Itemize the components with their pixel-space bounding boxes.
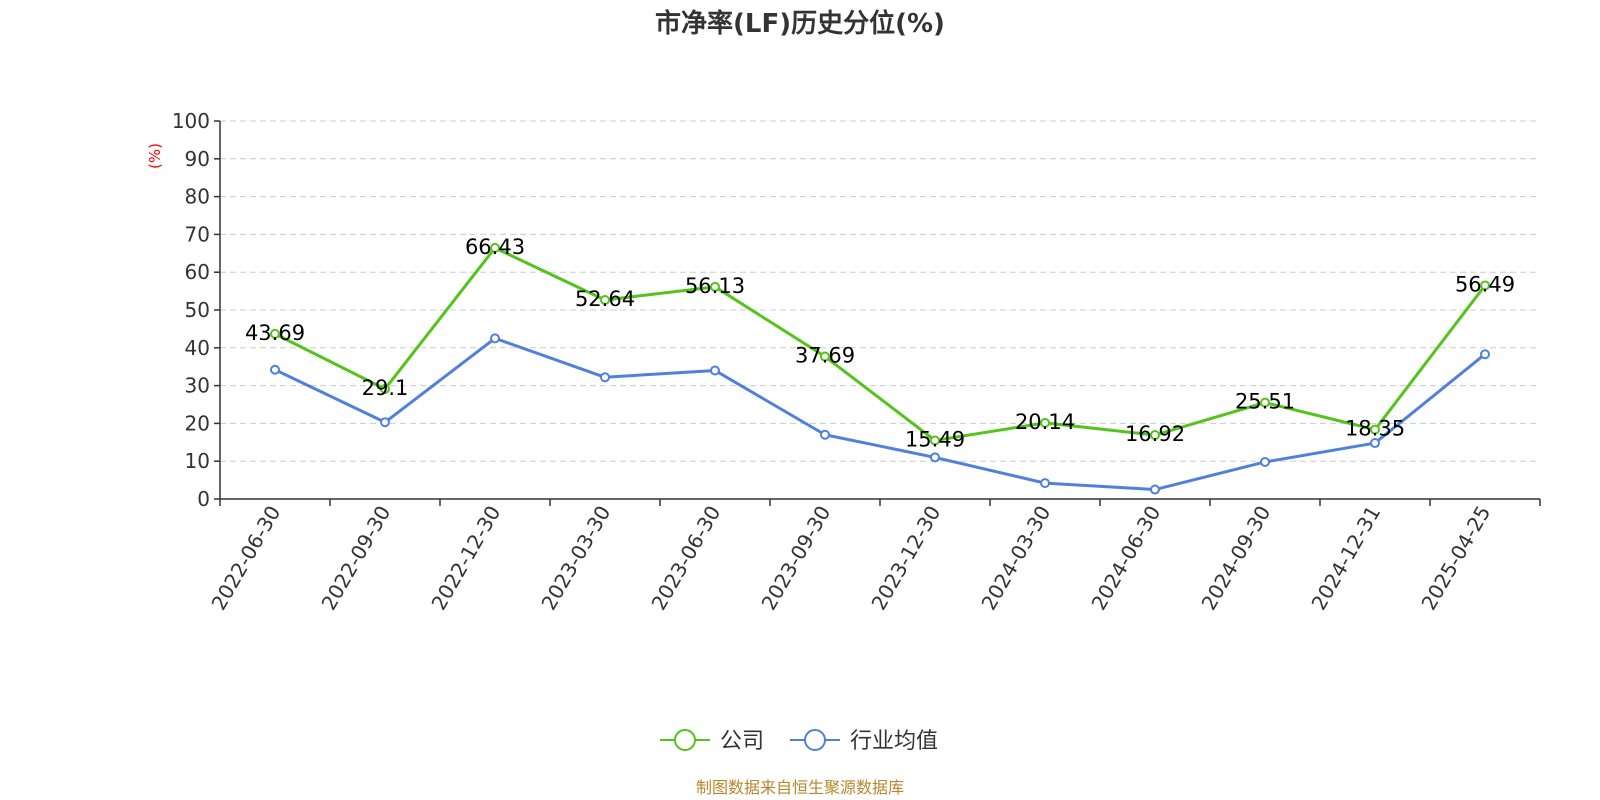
x-tick-label: 2022-12-30 — [426, 502, 505, 615]
data-point-0[interactable] — [1150, 430, 1160, 441]
series-line-1 — [274, 336, 1486, 492]
x-tick-label: 2024-06-30 — [1086, 502, 1165, 615]
x-tick-label: 2024-12-31 — [1306, 502, 1385, 615]
data-label: 15.49 — [905, 427, 965, 451]
y-tick-label: 60 — [185, 260, 210, 284]
data-label: 20.14 — [1015, 410, 1075, 434]
data-point-1[interactable] — [600, 372, 610, 383]
data-label: 16.92 — [1125, 422, 1185, 446]
y-tick-label: 100 — [172, 109, 210, 133]
legend-marker-icon — [674, 729, 696, 751]
data-point-1[interactable] — [1480, 349, 1490, 360]
data-point-1[interactable] — [380, 417, 390, 428]
data-point-0[interactable] — [930, 435, 940, 446]
grid-lines — [220, 120, 1540, 462]
data-label: 66.43 — [465, 235, 525, 259]
x-tick-label: 2024-03-30 — [976, 502, 1055, 615]
data-point-0[interactable] — [1260, 397, 1270, 408]
data-label: 56.13 — [685, 274, 745, 298]
axes: 0 10 20 30 40 50 60 70 80 90 100 2022-06-30 2022-09-… — [172, 109, 1541, 615]
data-label: 18.35 — [1345, 417, 1405, 441]
data-point-1[interactable] — [930, 452, 940, 463]
data-label: 43.69 — [245, 321, 305, 345]
x-tick-label: 2023-12-30 — [866, 502, 945, 615]
y-tick-label: 50 — [185, 298, 210, 322]
data-point-0[interactable] — [270, 328, 280, 339]
x-tick-label: 2022-09-30 — [316, 502, 395, 615]
y-tick-label: 0 — [197, 487, 210, 511]
data-label: 25.51 — [1235, 390, 1295, 414]
y-tick-label: 30 — [185, 374, 210, 398]
series-layer — [270, 242, 1490, 495]
y-tick-label: 90 — [185, 147, 210, 171]
y-tick-label: 20 — [185, 411, 210, 435]
legend-label-company: 公司 — [720, 729, 764, 754]
y-tick-label: 40 — [185, 336, 210, 360]
data-label: 52.64 — [575, 287, 635, 311]
data-point-0[interactable] — [710, 281, 720, 292]
data-point-0[interactable] — [820, 351, 830, 362]
data-point-1[interactable] — [1150, 484, 1160, 495]
x-tick-label: 2022-06-30 — [206, 502, 285, 615]
x-tick-label: 2023-09-30 — [756, 502, 835, 615]
source-note: 制图数据来自恒生聚源数据库 — [696, 778, 904, 797]
legend-marker-icon — [804, 729, 826, 751]
x-tick-label: 2023-03-30 — [536, 502, 615, 615]
y-tick-label: 10 — [185, 449, 210, 473]
data-label: 29.1 — [362, 376, 409, 400]
chart-title: 市净率(LF)历史分位(%) — [655, 8, 945, 39]
data-point-0[interactable] — [1040, 417, 1050, 428]
x-tick-label: 2023-06-30 — [646, 502, 725, 615]
data-point-0[interactable] — [490, 242, 500, 253]
data-label: 37.69 — [795, 344, 855, 368]
data-point-1[interactable] — [710, 365, 720, 376]
data-point-0[interactable] — [1480, 280, 1490, 291]
data-label: 56.49 — [1455, 272, 1515, 296]
data-point-1[interactable] — [820, 429, 830, 440]
data-point-0[interactable] — [380, 384, 390, 395]
data-point-0[interactable] — [1370, 424, 1380, 435]
y-tick-label: 70 — [185, 222, 210, 246]
data-point-1[interactable] — [1370, 438, 1380, 449]
data-point-1[interactable] — [270, 364, 280, 375]
y-axis-label: (%) — [146, 143, 164, 169]
data-point-1[interactable] — [1260, 456, 1270, 467]
series-line-0 — [274, 246, 1487, 442]
legend-item-industry-average[interactable]: 行业均值 — [790, 729, 938, 754]
x-tick-label: 2024-09-30 — [1196, 502, 1275, 615]
legend-item-company[interactable]: 公司 — [660, 729, 764, 754]
data-point-0[interactable] — [600, 295, 610, 306]
data-point-1[interactable] — [490, 333, 500, 344]
legend: 公司 行业均值 — [660, 729, 938, 754]
legend-label-industry-average: 行业均值 — [850, 729, 938, 754]
data-labels: 43.69 29.1 66.43 52.64 56.13 37.69 15.49 20.14 1… — [245, 235, 1515, 452]
x-tick-label: 2025-04-25 — [1416, 502, 1495, 615]
data-point-1[interactable] — [1040, 478, 1050, 489]
y-tick-label: 80 — [185, 185, 210, 209]
